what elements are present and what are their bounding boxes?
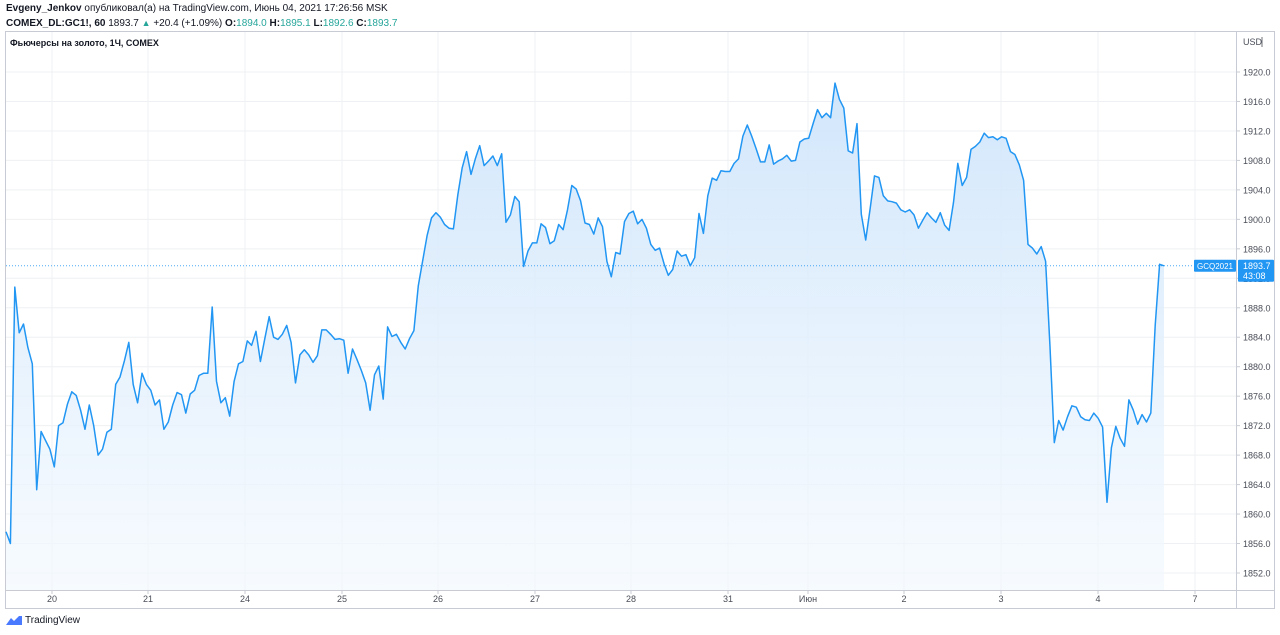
y-tick-label: 1876.0 [1243, 392, 1271, 402]
symbol-tag-label: GCQ2021 [1197, 262, 1234, 271]
open-value: 1894.0 [236, 18, 267, 29]
x-tick-label: 28 [626, 594, 636, 604]
y-tick-label: 1904.0 [1243, 185, 1271, 195]
y-tick-label: 1916.0 [1243, 97, 1271, 107]
x-tick-label: 7 [1192, 594, 1197, 604]
y-tick-label: 1856.0 [1243, 539, 1271, 549]
x-tick-label: 24 [240, 594, 250, 604]
x-tick-label: 2 [901, 594, 906, 604]
author-name[interactable]: Evgeny_Jenkov [6, 3, 82, 14]
up-arrow-icon: ▲ [141, 18, 151, 28]
x-tick-label: 25 [337, 594, 347, 604]
symbol-tag [1194, 259, 1236, 272]
high-value: 1895.1 [280, 18, 311, 29]
y-tick-label: 1864.0 [1243, 480, 1271, 490]
current-price-tag [1238, 259, 1274, 282]
low-label: L: [313, 18, 323, 29]
publication-header: Evgeny_Jenkov опубликовал(а) на TradingV… [6, 2, 397, 31]
countdown-label: 43:08 [1243, 271, 1266, 281]
tradingview-logo-icon [6, 616, 22, 625]
high-label: H: [269, 18, 281, 29]
current-price-label: 1893.7 [1243, 261, 1271, 271]
x-tick-label: 21 [143, 594, 153, 604]
x-tick-label: 3 [998, 594, 1003, 604]
y-tick-label: 1888.0 [1243, 303, 1271, 313]
footer-brand[interactable]: TradingView [6, 615, 80, 626]
y-tick-label: 1908.0 [1243, 156, 1271, 166]
y-tick-label: 1920.0 [1243, 68, 1271, 78]
footer-brand-text: TradingView [25, 615, 81, 626]
price-change: +20.4 (+1.09%) [153, 18, 223, 29]
open-label: O: [225, 18, 237, 29]
y-tick-label: 1900.0 [1243, 215, 1271, 225]
symbol-line: COMEX_DL:GC1!, 60 1893.7 ▲ +20.4 (+1.09%… [6, 16, 397, 31]
x-tick-label: 31 [723, 594, 733, 604]
x-tick-label: 27 [530, 594, 540, 604]
symbol-name: COMEX_DL:GC1!, 60 [6, 18, 106, 29]
y-tick-label: 1912.0 [1243, 126, 1271, 136]
y-tick-label: 1852.0 [1243, 569, 1271, 579]
x-tick-label: 20 [47, 594, 57, 604]
y-tick-label: 1868.0 [1243, 451, 1271, 461]
y-tick-label: 1880.0 [1243, 362, 1271, 372]
low-value: 1892.6 [322, 18, 354, 29]
price-unit-label: USD [1243, 37, 1263, 47]
price-area-fill [6, 83, 1164, 590]
chart-frame [5, 31, 1275, 609]
x-tick-label: 26 [433, 594, 443, 604]
author-line: Evgeny_Jenkov опубликовал(а) на TradingV… [6, 2, 397, 16]
x-tick-label: Июн [799, 594, 817, 604]
published-text: опубликовал(а) на TradingView.com, Июнь … [84, 3, 388, 14]
close-label: C: [356, 18, 367, 29]
x-tick-label: 4 [1095, 594, 1100, 604]
y-tick-label: 1860.0 [1243, 510, 1271, 520]
close-value: 1893.7 [366, 18, 398, 29]
y-tick-label: 1884.0 [1243, 333, 1271, 343]
last-price: 1893.7 [108, 18, 139, 29]
y-tick-label: 1872.0 [1243, 421, 1271, 431]
price-series-line [5, 82, 1165, 545]
y-tick-label: 1896.0 [1243, 244, 1271, 254]
chart-title: Фьючерсы на золото, 1Ч, COMEX [10, 38, 159, 48]
